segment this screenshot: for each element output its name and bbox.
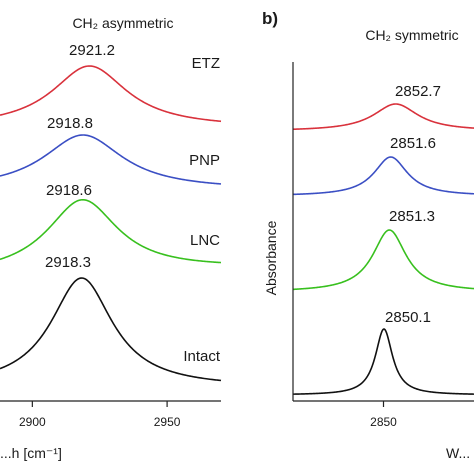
panel-b: b) CH₂ symmetric Absorbance 2852.7 2851.… — [262, 9, 474, 461]
panel-a-curve-intact — [0, 277, 222, 382]
panel-a-x-axis-label: ...h [cm⁻¹] — [0, 445, 62, 461]
panel-a-title: CH₂ asymmetric — [72, 15, 173, 31]
panel-b-y-axis-label: Absorbance — [263, 220, 279, 295]
panel-b-peak-label-2: 2851.3 — [389, 208, 435, 225]
panel-b-peak-label-3: 2850.1 — [385, 309, 431, 326]
panel-a-curve-etz — [0, 65, 222, 123]
panel-a-series-name-etz: ETZ — [192, 55, 220, 72]
panel-a-curve-pnp — [0, 134, 222, 185]
panel-b-x-axis-label: W... — [446, 445, 470, 461]
panel-a-x-tick-label-0: 2900 — [19, 415, 46, 429]
panel-a-series-name-intact: Intact — [183, 348, 221, 365]
panel-b-tag: b) — [262, 9, 278, 28]
panel-b-peak-label-0: 2852.7 — [395, 83, 441, 100]
panel-b-curve-2 — [292, 229, 474, 291]
panel-a-peak-label-lnc: 2918.6 — [46, 182, 92, 199]
panel-b-curve-0 — [292, 103, 474, 131]
panel-b-peak-label-1: 2851.6 — [390, 135, 436, 152]
panel-a-peak-label-intact: 2918.3 — [45, 254, 91, 271]
panel-a-peak-label-etz: 2921.2 — [69, 42, 115, 59]
panel-b-x-tick-label-0: 2850 — [370, 415, 397, 429]
panel-a-series-name-lnc: LNC — [190, 232, 220, 249]
panel-a-x-tick-label-1: 2950 — [154, 415, 181, 429]
panel-b-curve-3 — [292, 328, 474, 395]
panel-a-series-name-pnp: PNP — [189, 152, 220, 169]
panel-a-curve-lnc — [0, 198, 222, 264]
panel-a-peak-label-pnp: 2918.8 — [47, 115, 93, 132]
panel-b-title: CH₂ symmetric — [365, 27, 458, 43]
panel-b-curve-1 — [292, 156, 474, 196]
panel-a: CH₂ asymmetric 2921.2 2918.8 2918.6 2918… — [0, 15, 222, 461]
